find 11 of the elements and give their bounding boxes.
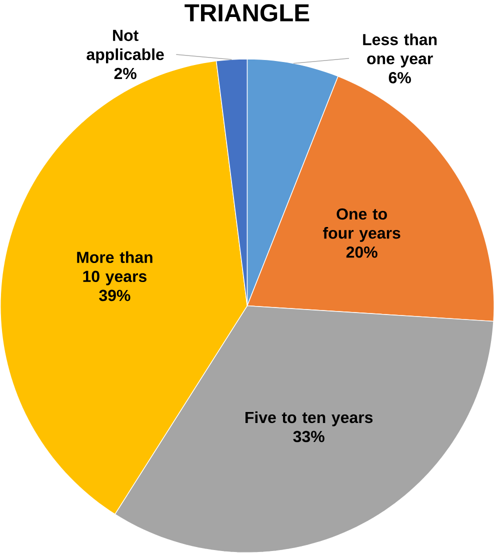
chart-title: TRIANGLE — [184, 4, 309, 22]
data-label: 6% — [388, 72, 411, 84]
slice-label: More than 10 years — [76, 251, 152, 286]
slice-label: One to four years — [322, 208, 400, 242]
data-label: 20% — [346, 246, 378, 258]
slice-label: Not applicable — [86, 30, 164, 64]
slice-label: Five to ten years — [245, 411, 372, 426]
slice-label: Less than one year — [362, 33, 436, 68]
data-label: 39% — [98, 290, 130, 302]
data-label: 2% — [114, 68, 136, 80]
data-label: 33% — [293, 430, 324, 442]
